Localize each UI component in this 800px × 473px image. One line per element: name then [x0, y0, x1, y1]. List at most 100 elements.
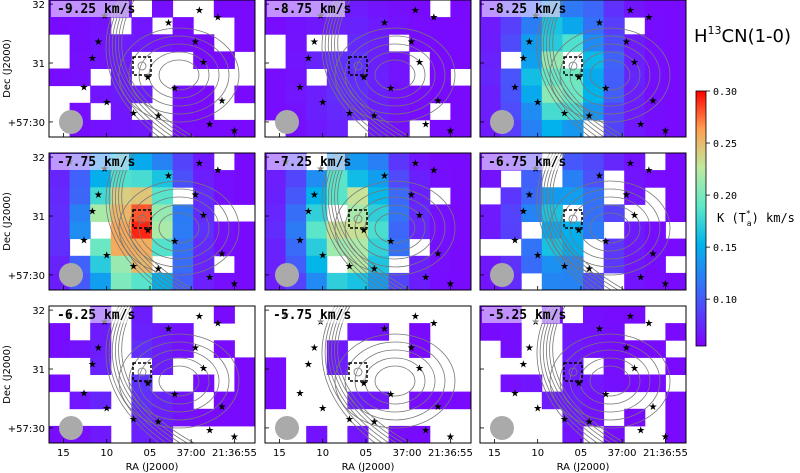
x-axis-label: RA (J2000) — [557, 462, 610, 473]
intensity-cell — [562, 119, 584, 138]
star-marker: ★ — [429, 12, 438, 23]
star-marker: ★ — [213, 12, 222, 23]
star-marker: ★ — [199, 364, 208, 375]
panel-ticks — [49, 156, 235, 290]
intensity-cell — [409, 153, 431, 171]
intensity-cell — [110, 272, 132, 291]
intensity-cell — [110, 170, 132, 188]
intensity-cell — [326, 17, 348, 35]
star-marker: ★ — [574, 73, 583, 84]
star-marker: ★ — [560, 108, 569, 119]
intensity-cell — [213, 187, 235, 205]
contour-ring — [374, 365, 416, 397]
y-tick-label: +57:30 — [8, 424, 45, 435]
panel-cells — [49, 153, 256, 291]
intensity-cell — [131, 391, 153, 410]
intensity-cell — [49, 221, 71, 240]
contour-ring — [559, 341, 661, 421]
intensity-cell — [450, 85, 472, 104]
contour-ring — [559, 35, 661, 115]
intensity-cell — [644, 119, 666, 138]
intensity-cell — [624, 238, 646, 257]
star-marker: ★ — [446, 432, 455, 443]
star-marker: ★ — [421, 425, 430, 436]
intensity-cell — [409, 391, 431, 410]
star-marker: ★ — [636, 272, 645, 283]
intensity-cell — [90, 255, 112, 274]
intensity-cell — [624, 306, 646, 324]
intensity-cell — [500, 85, 522, 104]
intensity-cell — [500, 323, 522, 341]
intensity-cell — [131, 306, 153, 324]
contour-peak — [137, 367, 147, 377]
intensity-cell — [603, 0, 625, 18]
star-marker: ★ — [213, 318, 222, 329]
intensity-cell — [265, 17, 287, 35]
y-tick-label: 31 — [32, 212, 45, 223]
star-marker: ★ — [380, 324, 389, 335]
star-marker: ★ — [129, 108, 138, 119]
star-marker: ★ — [310, 37, 319, 48]
intensity-cell — [213, 272, 235, 291]
y-tick-label: 32 — [32, 0, 45, 11]
velocity-label-bg — [267, 307, 345, 323]
intensity-cell — [347, 272, 369, 291]
intensity-cell — [285, 170, 307, 188]
star-marker: ★ — [411, 6, 420, 17]
intensity-cell — [69, 51, 91, 69]
intensity-cell — [265, 170, 287, 188]
star-marker: ★ — [386, 237, 395, 248]
x-tick-label: 37:00 — [608, 448, 637, 459]
intensity-cell — [152, 170, 174, 188]
intensity-cell — [644, 374, 666, 393]
intensity-cell — [306, 102, 328, 121]
intensity-cell — [562, 374, 584, 393]
star-marker: ★ — [94, 343, 103, 354]
intensity-cell — [562, 425, 584, 444]
panel-frame — [264, 0, 472, 138]
intensity-cell — [347, 391, 369, 410]
intensity-cell — [450, 272, 472, 291]
intensity-cell — [583, 170, 605, 188]
star-marker: ★ — [345, 108, 354, 119]
contour-ring — [334, 180, 456, 276]
y-tick-label: +57:30 — [8, 118, 45, 129]
intensity-cell — [306, 51, 328, 69]
x-tick-label: 15 — [57, 448, 70, 459]
intensity-cell — [213, 51, 235, 69]
intensity-cell — [285, 68, 307, 87]
title-rest: CN(1-0) — [722, 26, 791, 47]
intensity-cell — [69, 221, 91, 240]
intensity-cell — [429, 34, 451, 52]
intensity-cell — [152, 153, 174, 171]
star-marker: ★ — [164, 324, 173, 335]
intensity-cell — [521, 255, 543, 274]
star-marker: ★ — [143, 226, 152, 237]
star-marker: ★ — [296, 82, 305, 93]
velocity-label: -8.25 km/s — [488, 2, 566, 17]
intensity-cell — [131, 238, 153, 257]
star-markers: ★★★★★★★★★★★★★★★★★★ — [65, 157, 239, 290]
intensity-cell — [603, 425, 625, 444]
intensity-cell — [234, 408, 256, 427]
intensity-cell — [213, 306, 235, 324]
star-marker: ★ — [170, 237, 179, 248]
intensity-cell — [368, 17, 390, 35]
intensity-cell — [285, 204, 307, 222]
star-marker: ★ — [386, 390, 395, 401]
intensity-cell — [388, 221, 410, 240]
intensity-cell — [429, 272, 451, 291]
intensity-cell — [644, 340, 666, 358]
intensity-cell — [347, 221, 369, 240]
intensity-cell — [500, 221, 522, 240]
intensity-cell — [665, 85, 687, 104]
intensity-cell — [541, 102, 563, 121]
intensity-cell — [49, 187, 71, 205]
velocity-label-bg — [482, 1, 560, 17]
intensity-cell — [193, 204, 215, 222]
intensity-cell — [562, 153, 584, 171]
intensity-cell — [500, 17, 522, 35]
x-tick-label: 05 — [144, 448, 157, 459]
intensity-cell — [265, 85, 287, 104]
star-marker: ★ — [595, 171, 604, 182]
